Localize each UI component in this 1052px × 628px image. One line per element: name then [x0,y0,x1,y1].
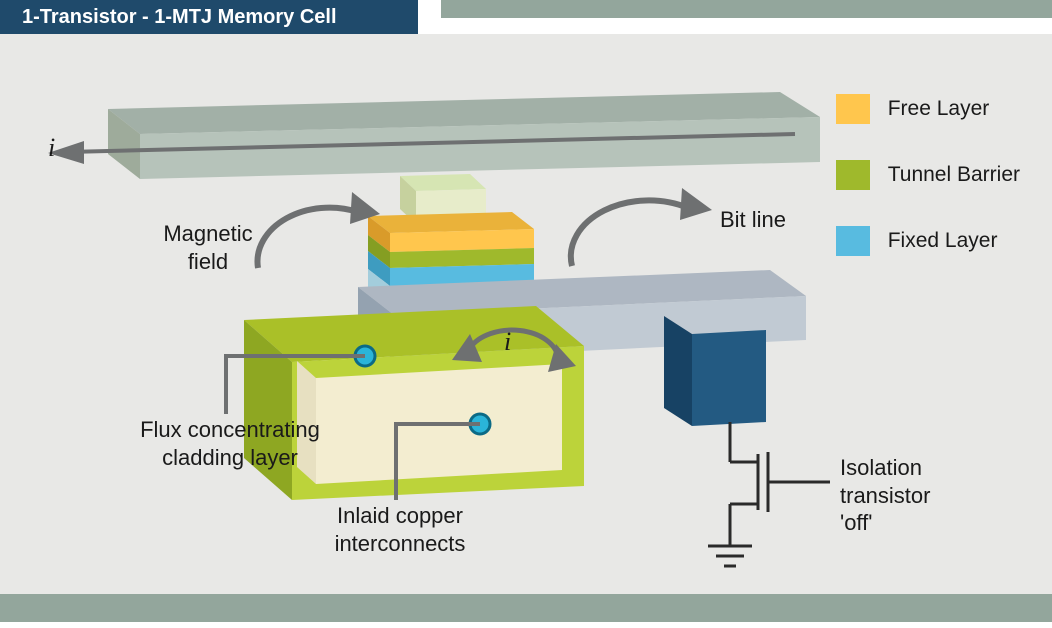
header-gap [418,0,441,34]
label-isolation-transistor: Isolation transistor 'off' [840,454,1000,537]
footer-bar [0,594,1052,622]
label-i-top: i [48,132,55,165]
label-magnetic-field: Magnetic field [128,220,288,275]
magnetic-field-arc-right [571,188,712,266]
diagram-area: Free Layer Tunnel Barrier Fixed Layer [0,34,1052,594]
label-flux: Flux concentrating cladding layer [110,416,350,471]
label-bit-line: Bit line [720,206,786,234]
label-inlaid: Inlaid copper interconnects [300,502,500,557]
label-i-mid: i [504,326,511,359]
header-muted-bar [441,0,1052,18]
header-bars: 1-Transistor - 1-MTJ Memory Cell [0,0,1052,34]
transistor-symbol [708,422,830,566]
page-title: 1-Transistor - 1-MTJ Memory Cell [22,6,337,28]
title-bar: 1-Transistor - 1-MTJ Memory Cell [0,0,418,34]
